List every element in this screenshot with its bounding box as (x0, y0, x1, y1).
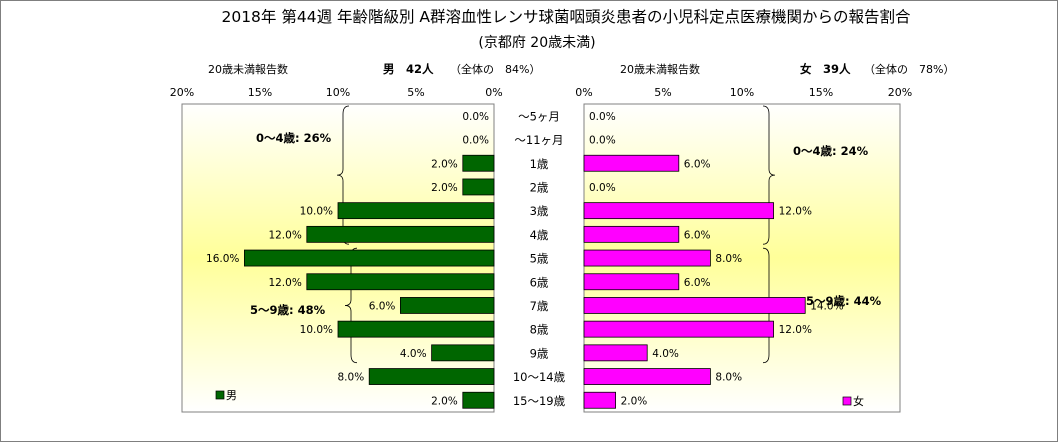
female-bar (583, 273, 680, 291)
female-bar-label: 0.0% (589, 182, 616, 194)
male-x-tick: 0% (485, 86, 502, 99)
male-bar (462, 178, 495, 196)
male-bar-label: 6.0% (369, 300, 396, 312)
female-bar-label: 8.0% (715, 253, 742, 265)
female-bar (583, 249, 711, 267)
female-header-count: 女 39人 (800, 62, 851, 76)
male-header-count: 男 42人 (383, 62, 434, 76)
male-x-tick: 15% (248, 86, 272, 99)
legend-male-label: 男 (226, 389, 237, 402)
male-bar (306, 225, 495, 243)
female-bar-label: 6.0% (684, 158, 711, 170)
category-label: 15～19歳 (513, 394, 566, 408)
female-bar-label: 6.0% (684, 229, 711, 241)
male-bar (462, 154, 495, 172)
category-label: 9歳 (530, 346, 549, 360)
male-bar-label: 0.0% (462, 135, 489, 147)
male-bar (431, 344, 495, 362)
male-bar (337, 202, 495, 220)
category-label: 4歳 (530, 228, 549, 242)
male-bar-label: 2.0% (431, 395, 458, 407)
female-header-share: （全体の 78%） (864, 62, 954, 76)
female-bar-label: 0.0% (589, 111, 616, 123)
female-x-tick: 0% (575, 86, 592, 99)
female-bar-label: 6.0% (684, 277, 711, 289)
category-label: ～11ヶ月 (514, 133, 563, 147)
female-bar-label: 4.0% (652, 348, 679, 360)
chart-title: 2018年 第44週 年齢階級別 A群溶血性レンサ球菌咽頭炎患者の小児科定点医療… (221, 8, 911, 26)
legend-female-label: 女 (853, 394, 864, 408)
male-bar (243, 249, 495, 267)
female-x-tick: 5% (654, 86, 671, 99)
legend-male-swatch (215, 390, 225, 400)
category-label: 2歳 (530, 180, 549, 194)
male-header-label: 20歳未満報告数 (208, 63, 288, 76)
female-x-tick: 20% (888, 86, 912, 99)
female-x-tick: 15% (809, 86, 833, 99)
female-age-group-label: 0～4歳: 24% (793, 144, 869, 158)
female-bar (583, 154, 680, 172)
male-x-tick: 20% (170, 86, 194, 99)
female-bar (583, 202, 775, 220)
male-bar-label: 0.0% (462, 111, 489, 123)
female-x-tick: 10% (730, 86, 754, 99)
category-label: 10～14歳 (513, 370, 566, 384)
female-bar-label: 12.0% (779, 206, 812, 218)
male-bar (337, 320, 495, 338)
male-header-share: （全体の 84%） (450, 62, 540, 76)
category-label: ～5ヶ月 (518, 109, 560, 123)
male-bar-label: 10.0% (300, 324, 333, 336)
male-bar-label: 2.0% (431, 158, 458, 170)
chart-subtitle: (京都府 20歳未満) (478, 35, 595, 51)
male-age-group-label: 0～4歳: 26% (256, 131, 332, 145)
male-bar-label: 8.0% (338, 372, 365, 384)
male-bar-label: 12.0% (268, 229, 301, 241)
female-age-group-bracket (762, 105, 776, 245)
male-bar-label: 4.0% (400, 348, 427, 360)
category-label: 8歳 (530, 323, 549, 337)
female-bar (583, 297, 806, 314)
male-bar (462, 391, 495, 409)
legend-female-swatch (842, 396, 852, 406)
male-bar-label: 16.0% (206, 253, 239, 265)
male-bar (399, 297, 495, 314)
female-header-label: 20歳未満報告数 (620, 63, 700, 76)
female-bar (583, 368, 711, 385)
female-bar (583, 225, 680, 243)
male-x-tick: 5% (407, 86, 424, 99)
female-bar-label: 0.0% (589, 135, 616, 147)
male-bar (368, 368, 495, 385)
category-label: 6歳 (530, 275, 549, 289)
female-bar-label: 2.0% (621, 395, 648, 407)
category-label: 1歳 (530, 157, 549, 171)
male-bar-label: 2.0% (431, 182, 458, 194)
male-bar-label: 12.0% (268, 277, 301, 289)
category-label: 5歳 (530, 252, 549, 266)
male-bar (306, 273, 495, 291)
category-label: 3歳 (530, 204, 549, 218)
category-label: 7歳 (530, 299, 549, 313)
male-bar-label: 10.0% (300, 206, 333, 218)
female-bar-label: 12.0% (779, 324, 812, 336)
female-age-group-label: 5～9歳: 44% (806, 294, 882, 308)
male-age-group-label: 5～9歳: 48% (250, 303, 326, 317)
male-x-tick: 10% (326, 86, 350, 99)
female-bar-label: 14.0% (810, 300, 843, 312)
female-bar (583, 320, 775, 338)
female-bar (583, 391, 617, 409)
female-bar (583, 344, 648, 362)
female-bar-label: 8.0% (715, 372, 742, 384)
